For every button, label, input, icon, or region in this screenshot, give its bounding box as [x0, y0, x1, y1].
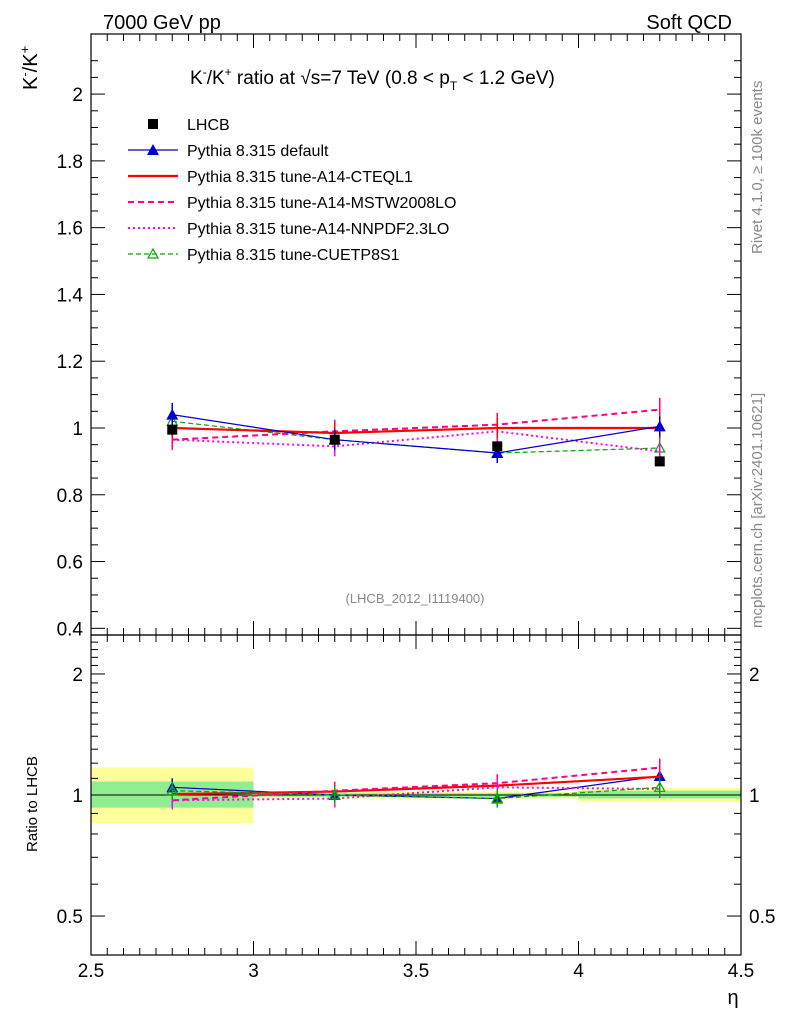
analysis-watermark: (LHCB_2012_I1119400)	[345, 591, 484, 606]
point-default-0	[166, 408, 179, 420]
ratio-point-cuetp-2	[491, 792, 504, 804]
xtick-label: 4	[573, 961, 584, 982]
y-axis-label: K-/K+	[17, 46, 42, 90]
series-line-nnpdf	[172, 430, 660, 453]
rivet-label: Rivet 4.1.0, ≥ 100k events	[749, 81, 766, 254]
ratio-point-cuetp-0	[166, 784, 179, 796]
ratio-ytick-label-right: 0.5	[749, 907, 775, 928]
legend-item-mstw: Pythia 8.315 tune-A14-MSTW2008LO	[128, 195, 456, 212]
legend-label-default: Pythia 8.315 default	[187, 143, 329, 160]
main-ytick-label: 1.2	[57, 352, 83, 373]
chart-title: K-/K+ ratio at √s=7 TeV (0.8 < pT < 1.2 …	[190, 65, 555, 93]
main-ytick-label: 0.6	[57, 553, 83, 574]
legend-marker-lhcb	[148, 119, 158, 129]
main-series-layer	[166, 397, 666, 467]
legend: LHCB Pythia 8.315 default Pythia 8.315 tun…	[128, 117, 456, 264]
series-default	[166, 402, 666, 464]
mcplots-label: mcplots.cern.ch [arXiv:2401.10621]	[749, 393, 766, 628]
legend-item-cteql1: Pythia 8.315 tune-A14-CTEQL1	[128, 169, 413, 186]
legend-item-lhcb: LHCB	[148, 117, 230, 134]
legend-item-cuetp: Pythia 8.315 tune-CUETP8S1	[128, 247, 400, 264]
legend-label-cteql1: Pythia 8.315 tune-A14-CTEQL1	[187, 169, 413, 186]
series-line-mstw	[172, 408, 660, 441]
x-axis-label: η	[727, 987, 738, 1009]
ratio-series-layer	[91, 758, 741, 810]
legend-marker-default	[147, 144, 159, 155]
point-default-3	[653, 420, 666, 432]
ratio-line-mstw	[172, 766, 660, 802]
process-label: Soft QCD	[646, 12, 732, 34]
main-ytick-label: 1.6	[57, 219, 83, 240]
ratio-y-axis-label: Ratio to LHCB	[24, 756, 41, 852]
series-line-cteql1	[172, 426, 660, 435]
ratio-ytick-label-right: 2	[749, 665, 760, 686]
point-lhcb-2	[492, 441, 503, 452]
main-ytick-label: 0.4	[57, 619, 84, 640]
xtick-label: 4.5	[728, 961, 754, 982]
legend-item-nnpdf: Pythia 8.315 tune-A14-NNPDF2.3LO	[128, 221, 449, 238]
xtick-label: 3	[248, 961, 259, 982]
ratio-point-cuetp-3	[653, 781, 666, 792]
legend-label-mstw: Pythia 8.315 tune-A14-MSTW2008LO	[187, 195, 456, 212]
point-default-2	[491, 447, 504, 459]
ratio-ytick-label-left: 2	[72, 665, 83, 686]
legend-item-default: Pythia 8.315 default	[128, 143, 329, 160]
main-ytick-label: 1	[72, 419, 83, 440]
point-lhcb-0	[167, 424, 178, 435]
main-ytick-label: 1.8	[57, 152, 83, 173]
series-cteql1	[171, 417, 661, 444]
ratio-ytick-label-left: 0.5	[57, 907, 83, 928]
axes-layer: 0.4 0.6 0.8 1 1.2 1.4 1.6 1.8 2 0.5 0.5 1 1 2 2 2.5 3 3.5…	[57, 33, 775, 982]
ratio-line-nnpdf	[172, 786, 660, 802]
ratio-line-cuetp	[172, 786, 660, 800]
main-ytick-label: 0.8	[57, 486, 83, 507]
legend-label-lhcb: LHCB	[187, 117, 230, 134]
main-ytick-label: 1.4	[57, 285, 84, 306]
main-ytick-label: 2	[72, 85, 83, 106]
point-lhcb-1	[329, 434, 340, 445]
ratio-ytick-label-left: 1	[72, 786, 83, 807]
legend-marker-cuetp	[146, 247, 160, 259]
ratio-series-cuetp	[166, 778, 666, 808]
legend-label-cuetp: Pythia 8.315 tune-CUETP8S1	[187, 247, 400, 264]
series-line-default	[172, 414, 660, 454]
xtick-label: 3.5	[403, 961, 429, 982]
collision-label: 7000 GeV pp	[103, 12, 221, 34]
ratio-ytick-label-right: 1	[749, 786, 760, 807]
legend-label-nnpdf: Pythia 8.315 tune-A14-NNPDF2.3LO	[187, 221, 449, 238]
point-lhcb-3	[654, 456, 665, 467]
xtick-label: 2.5	[78, 961, 104, 982]
ratio-point-cuetp-1	[328, 788, 341, 800]
series-lhcb	[167, 424, 665, 467]
